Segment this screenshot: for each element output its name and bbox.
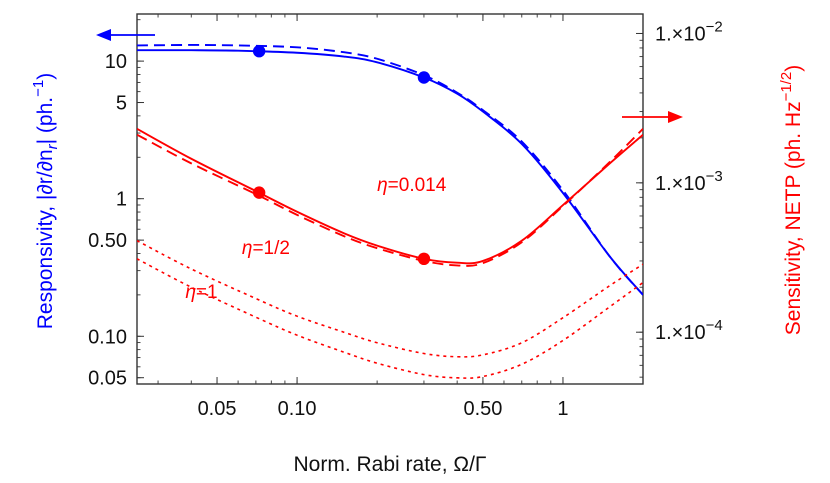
- data-point-marker: [417, 71, 431, 84]
- y-left-tick-label: 0.05: [88, 368, 127, 390]
- curve-annotation: η=0.014: [377, 175, 447, 196]
- curve-annotation: η=1/2: [242, 238, 290, 259]
- data-point-marker: [252, 186, 266, 199]
- y-right-tick-label: 1.×10−3: [655, 168, 723, 195]
- left-axis-arrow-head: [96, 29, 111, 41]
- x-tick-label: 0.10: [278, 398, 317, 420]
- data-point-marker: [252, 45, 266, 58]
- y-left-tick-label: 5: [116, 93, 127, 115]
- series-line-right-dotted-5: [137, 258, 643, 379]
- series-line-right-dotted-4: [137, 239, 643, 358]
- y-left-tick-label: 10: [105, 51, 127, 73]
- right-axis-arrow-head: [668, 111, 683, 123]
- y-left-axis-title: Responsivity, |∂r/∂nr| (ph.−1): [30, 73, 61, 329]
- x-axis-title: Norm. Rabi rate, Ω/Γ: [294, 453, 487, 476]
- y-right-axis-title: Sensitivity, NETP (ph. Hz−1/2): [778, 65, 805, 335]
- data-point-marker: [417, 252, 431, 266]
- y-left-tick-label: 0.10: [88, 326, 127, 348]
- curve-annotation: η=1: [185, 282, 217, 303]
- x-tick-label: 0.05: [198, 398, 237, 420]
- y-right-tick-label: 1.×10−4: [655, 317, 723, 344]
- x-tick-label: 0.50: [463, 398, 502, 420]
- series-line-left-solid-0: [137, 49, 643, 296]
- y-left-tick-label: 1: [116, 189, 127, 211]
- y-left-tick-label: 0.50: [88, 230, 127, 252]
- x-tick-label: 1: [557, 398, 568, 420]
- y-right-tick-label: 1.×10−2: [655, 18, 723, 45]
